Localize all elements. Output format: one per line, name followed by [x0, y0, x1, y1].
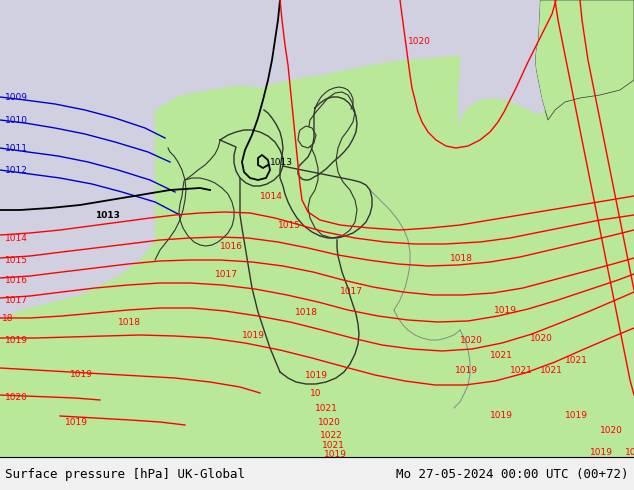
Text: 1019: 1019 — [455, 366, 478, 374]
Text: 1019: 1019 — [65, 417, 88, 426]
Text: 1021: 1021 — [315, 403, 338, 413]
Text: 1018: 1018 — [118, 318, 141, 326]
Text: 1019: 1019 — [625, 447, 634, 457]
Text: 1020: 1020 — [460, 336, 483, 344]
Text: 1019: 1019 — [565, 411, 588, 419]
Polygon shape — [458, 0, 545, 125]
Text: 1022: 1022 — [320, 431, 343, 440]
Text: 1010: 1010 — [5, 116, 28, 124]
Text: 10: 10 — [310, 389, 321, 397]
Text: 1020: 1020 — [530, 334, 553, 343]
Text: 18: 18 — [2, 314, 13, 322]
Text: 1018: 1018 — [450, 253, 473, 263]
Text: 1021: 1021 — [322, 441, 345, 449]
Text: 1019: 1019 — [324, 449, 347, 459]
Text: 1019: 1019 — [490, 411, 513, 419]
Text: 1020: 1020 — [318, 417, 341, 426]
Text: 1009: 1009 — [5, 93, 28, 101]
Polygon shape — [0, 0, 634, 320]
Text: 1016: 1016 — [5, 275, 28, 285]
Text: 1019: 1019 — [305, 370, 328, 379]
Text: 1014: 1014 — [260, 192, 283, 200]
Text: 1015: 1015 — [278, 220, 301, 229]
Text: 1019: 1019 — [70, 369, 93, 378]
Text: 1020: 1020 — [5, 392, 28, 401]
Text: 1021: 1021 — [490, 350, 513, 360]
Text: 1019: 1019 — [590, 447, 613, 457]
Text: Mo 27-05-2024 00:00 UTC (00+72): Mo 27-05-2024 00:00 UTC (00+72) — [396, 467, 629, 481]
Polygon shape — [0, 46, 634, 457]
Text: 1013: 1013 — [270, 157, 293, 167]
Text: 1018: 1018 — [295, 308, 318, 317]
Text: 1017: 1017 — [5, 295, 28, 304]
Text: 1021: 1021 — [565, 356, 588, 365]
Text: 1021: 1021 — [540, 366, 563, 374]
Text: 1012: 1012 — [5, 166, 28, 174]
Text: 1017: 1017 — [215, 270, 238, 278]
Text: Surface pressure [hPa] UK-Global: Surface pressure [hPa] UK-Global — [5, 467, 245, 481]
Text: 1015: 1015 — [5, 255, 28, 265]
Polygon shape — [308, 92, 357, 238]
Bar — [0, 457, 634, 490]
Polygon shape — [298, 126, 316, 148]
Text: 1017: 1017 — [340, 287, 363, 295]
Text: 1013: 1013 — [95, 211, 120, 220]
Text: 1014: 1014 — [5, 234, 28, 243]
Text: 1019: 1019 — [5, 336, 28, 344]
Text: 1019: 1019 — [494, 305, 517, 315]
Text: 1016: 1016 — [220, 242, 243, 250]
Text: 1019: 1019 — [242, 330, 265, 340]
Text: 1020: 1020 — [600, 425, 623, 435]
Text: 1021: 1021 — [510, 366, 533, 374]
Polygon shape — [535, 0, 634, 120]
Text: 1020: 1020 — [408, 38, 431, 47]
Text: 1011: 1011 — [5, 144, 28, 152]
